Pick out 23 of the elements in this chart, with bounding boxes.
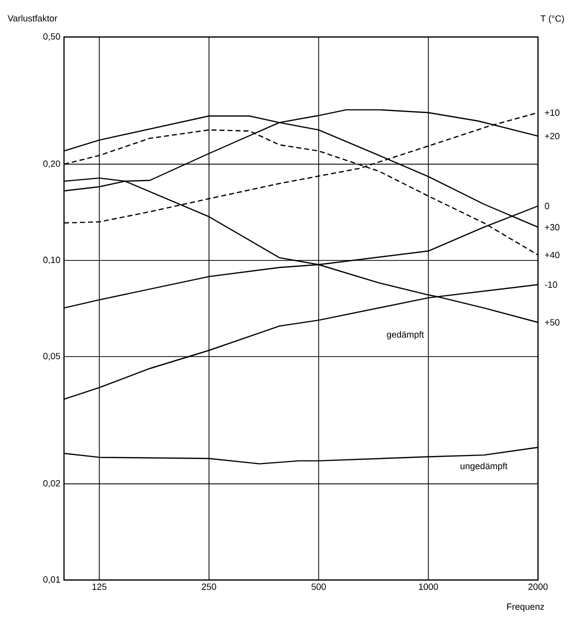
- x-tick-label: 1000: [419, 584, 438, 590]
- annotation: ungedämpft: [460, 462, 508, 471]
- series-label: +50: [544, 319, 560, 326]
- x-tick-label: 2000: [528, 584, 548, 590]
- x-tick-label: 500: [312, 584, 326, 590]
- y-tick-label: 0,02: [43, 480, 60, 488]
- series-label: 0: [544, 202, 550, 210]
- x-tick-label: 125: [92, 584, 106, 590]
- y-tick-label: 0,01: [43, 576, 60, 584]
- series-label: +30: [544, 224, 560, 230]
- y-axis-title: Varlustfaktor: [8, 14, 58, 22]
- y-tick-label: 0,50: [43, 33, 60, 41]
- series-label: +40: [544, 252, 560, 258]
- legend-title: T (°C): [540, 15, 564, 24]
- series-label: +20: [544, 132, 560, 140]
- y-tick-label: 0,10: [43, 256, 60, 264]
- y-tick-label: 0,05: [43, 352, 60, 360]
- x-axis-title: Frequenz: [507, 604, 544, 612]
- annotation: gedämpft: [386, 331, 424, 340]
- x-tick-label: 250: [202, 584, 216, 590]
- y-tick-label: 0,20: [43, 160, 60, 168]
- series-label: -10: [544, 281, 558, 288]
- series-label: +10: [544, 109, 560, 116]
